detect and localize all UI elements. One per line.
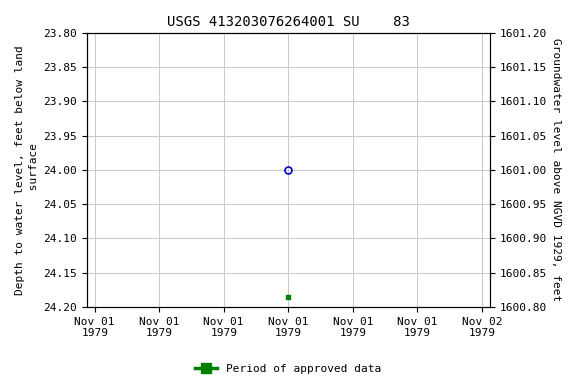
Y-axis label: Groundwater level above NGVD 1929, feet: Groundwater level above NGVD 1929, feet <box>551 38 561 301</box>
Title: USGS 413203076264001 SU    83: USGS 413203076264001 SU 83 <box>167 15 410 29</box>
Legend: Period of approved data: Period of approved data <box>191 359 385 379</box>
Y-axis label: Depth to water level, feet below land
 surface: Depth to water level, feet below land su… <box>15 45 39 295</box>
